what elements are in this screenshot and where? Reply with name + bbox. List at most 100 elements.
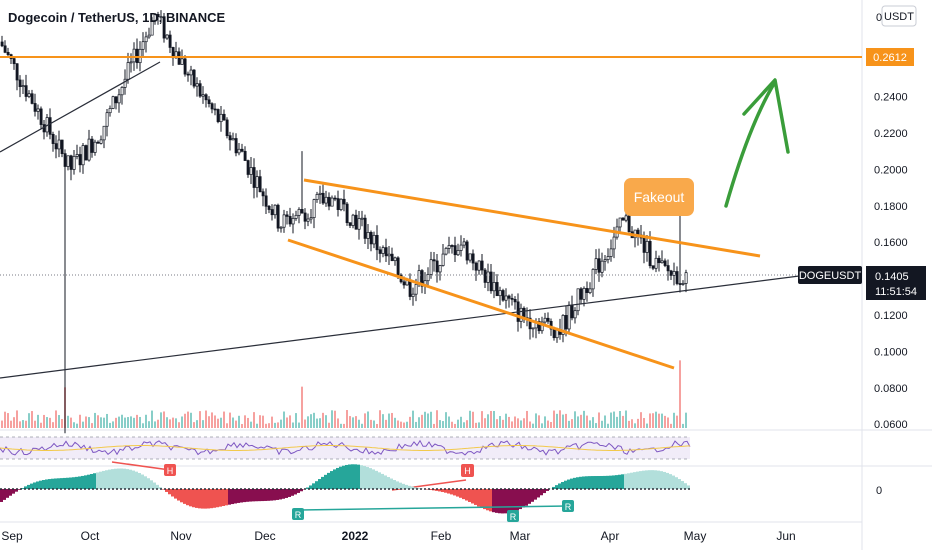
oscillator-bar <box>411 486 414 489</box>
oscillator-bar <box>447 489 450 494</box>
volume-bar <box>289 415 291 428</box>
volume-bar <box>190 412 192 428</box>
volume-bar <box>433 423 435 428</box>
candle-body <box>210 103 214 110</box>
volume-bar <box>70 417 72 428</box>
volume-bar <box>211 412 213 428</box>
oscillator-bar <box>684 483 687 489</box>
candle-body <box>645 241 649 253</box>
volume-bar <box>502 419 504 428</box>
oscillator-bar <box>408 485 411 489</box>
oscillator-bar <box>9 489 12 496</box>
wedge-lower-line[interactable] <box>287 238 675 370</box>
candle-body <box>117 94 121 104</box>
volume-bar <box>193 422 195 428</box>
candle-body <box>288 216 292 225</box>
oscillator-bar <box>219 489 222 507</box>
price-candles <box>0 10 688 434</box>
candle-body <box>81 145 85 166</box>
early-trend-line[interactable] <box>0 61 161 153</box>
candle-body <box>0 41 4 47</box>
volume-bar <box>319 418 321 428</box>
candle-body <box>684 272 688 284</box>
volume-bar <box>463 422 465 428</box>
candle-body <box>576 288 580 312</box>
oscillator-bar <box>648 470 651 489</box>
candle-body <box>648 241 652 267</box>
time-label: Nov <box>170 529 191 543</box>
volume-bar <box>76 423 78 428</box>
volume-bar <box>592 417 594 428</box>
candle-body <box>306 218 310 222</box>
projection-arrow[interactable] <box>724 80 777 208</box>
volume-bar <box>415 421 417 428</box>
oscillator-bar <box>114 468 117 489</box>
oscillator-bar <box>594 476 597 489</box>
oscillator-bar <box>657 470 660 489</box>
candle-body <box>54 143 58 150</box>
candle-body <box>462 241 466 246</box>
oscillator-bar <box>546 489 549 491</box>
candle-body <box>582 288 586 300</box>
candle-body <box>660 260 664 264</box>
candle-body <box>246 160 250 175</box>
volume-bar <box>343 423 345 428</box>
oscillator-bar <box>681 481 684 489</box>
oscillator-bar <box>570 478 573 489</box>
candle-body <box>564 315 568 330</box>
oscillator-bar <box>165 489 168 492</box>
volume-bar <box>226 423 228 428</box>
oscillator-bar <box>672 475 675 489</box>
candle-body <box>201 94 205 97</box>
candle-body <box>366 232 370 239</box>
oscillator-bar <box>228 489 231 505</box>
oscillator-bar <box>324 474 327 489</box>
volume-bar <box>58 415 60 428</box>
candle-body <box>39 108 43 125</box>
volume-bar <box>523 418 525 428</box>
volume-bar <box>253 412 255 428</box>
oscillator-bar <box>45 479 48 489</box>
candle-body <box>207 99 211 105</box>
volume-bar <box>55 410 57 428</box>
oscillator-bar <box>492 489 495 513</box>
oscillator-bar <box>603 475 606 489</box>
candle-body <box>99 139 103 144</box>
long-term-support-line[interactable] <box>0 267 863 379</box>
candle-body <box>618 217 622 228</box>
volume-bar <box>124 417 126 428</box>
volume-bar <box>610 412 612 428</box>
candle-body <box>243 150 247 161</box>
volume-bar <box>148 421 150 428</box>
candle-body <box>507 295 511 299</box>
volume-bar <box>238 415 240 428</box>
oscillator-bar <box>660 471 663 489</box>
oscillator-bar <box>609 475 612 489</box>
oscillator-bar <box>579 476 582 489</box>
currency-button[interactable]: USDT <box>881 5 917 27</box>
last-price-badge: 0.1405 11:51:54 <box>866 266 926 300</box>
volume-bars <box>1 360 687 428</box>
oscillator-bar <box>132 470 135 489</box>
oscillator-bar <box>93 473 96 489</box>
candle-body <box>225 119 229 137</box>
volume-bar <box>601 420 603 428</box>
oscillator-bar <box>372 469 375 489</box>
oscillator-bar <box>552 486 555 489</box>
fakeout-callout[interactable]: Fakeout <box>624 178 694 216</box>
oscillator-bar <box>138 473 141 489</box>
oscillator-bar <box>66 477 69 489</box>
oscillator-bar <box>390 478 393 489</box>
wedge-upper-line[interactable] <box>303 178 761 258</box>
volume-bar <box>379 410 381 428</box>
oscillator-divergence-line <box>299 505 569 511</box>
volume-bar <box>331 410 333 428</box>
candle-body <box>309 217 313 220</box>
candle-body <box>369 232 373 245</box>
candle-body <box>570 304 574 319</box>
oscillator-bar <box>597 476 600 489</box>
oscillator-bar <box>378 472 381 489</box>
time-label: Oct <box>81 529 100 543</box>
oscillator-bar <box>234 489 237 504</box>
